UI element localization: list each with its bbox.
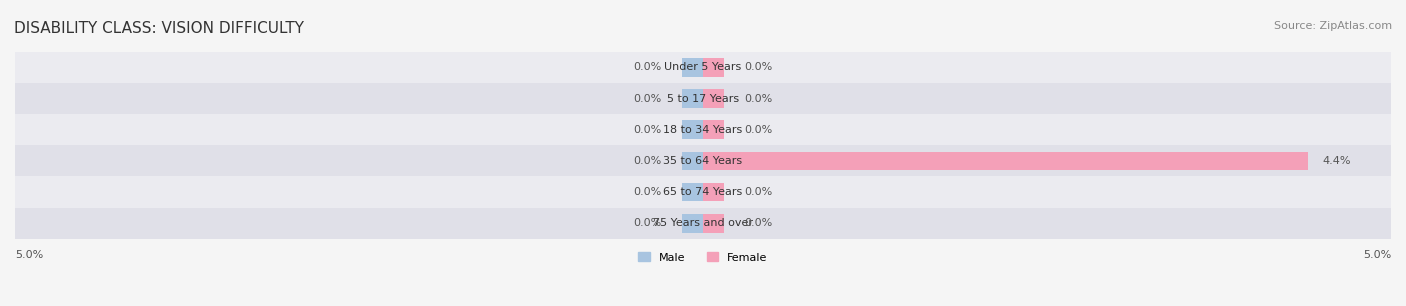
Text: DISABILITY CLASS: VISION DIFFICULTY: DISABILITY CLASS: VISION DIFFICULTY [14, 21, 304, 36]
Bar [15, 83, 1391, 114]
Text: 0.0%: 0.0% [634, 62, 662, 72]
Bar [682, 89, 703, 108]
Text: 0.0%: 0.0% [744, 125, 772, 135]
Text: 0.0%: 0.0% [744, 218, 772, 228]
Bar [15, 114, 1391, 145]
Bar [703, 89, 724, 108]
Text: 4.4%: 4.4% [1322, 156, 1351, 166]
Bar [703, 58, 724, 77]
Text: 0.0%: 0.0% [744, 94, 772, 103]
Bar [703, 120, 724, 139]
Legend: Male, Female: Male, Female [634, 248, 772, 267]
Text: 18 to 34 Years: 18 to 34 Years [664, 125, 742, 135]
Text: 0.0%: 0.0% [634, 94, 662, 103]
Text: 5.0%: 5.0% [1362, 250, 1391, 260]
Text: 65 to 74 Years: 65 to 74 Years [664, 187, 742, 197]
Bar [703, 183, 724, 201]
Text: 5.0%: 5.0% [15, 250, 44, 260]
Text: 75 Years and over: 75 Years and over [652, 218, 754, 228]
Text: 35 to 64 Years: 35 to 64 Years [664, 156, 742, 166]
Bar [682, 183, 703, 201]
Text: Under 5 Years: Under 5 Years [665, 62, 741, 72]
Text: Source: ZipAtlas.com: Source: ZipAtlas.com [1274, 21, 1392, 32]
Text: 0.0%: 0.0% [634, 156, 662, 166]
Bar [682, 58, 703, 77]
Text: 5 to 17 Years: 5 to 17 Years [666, 94, 740, 103]
Text: 0.0%: 0.0% [634, 125, 662, 135]
Text: 0.0%: 0.0% [634, 187, 662, 197]
Bar [703, 151, 1309, 170]
Text: 0.0%: 0.0% [744, 187, 772, 197]
Bar [15, 208, 1391, 239]
Text: 0.0%: 0.0% [634, 218, 662, 228]
Bar [15, 177, 1391, 208]
Bar [15, 145, 1391, 177]
Text: 0.0%: 0.0% [744, 62, 772, 72]
Bar [703, 214, 724, 233]
Bar [682, 151, 703, 170]
Bar [15, 52, 1391, 83]
Bar [682, 120, 703, 139]
Bar [682, 214, 703, 233]
